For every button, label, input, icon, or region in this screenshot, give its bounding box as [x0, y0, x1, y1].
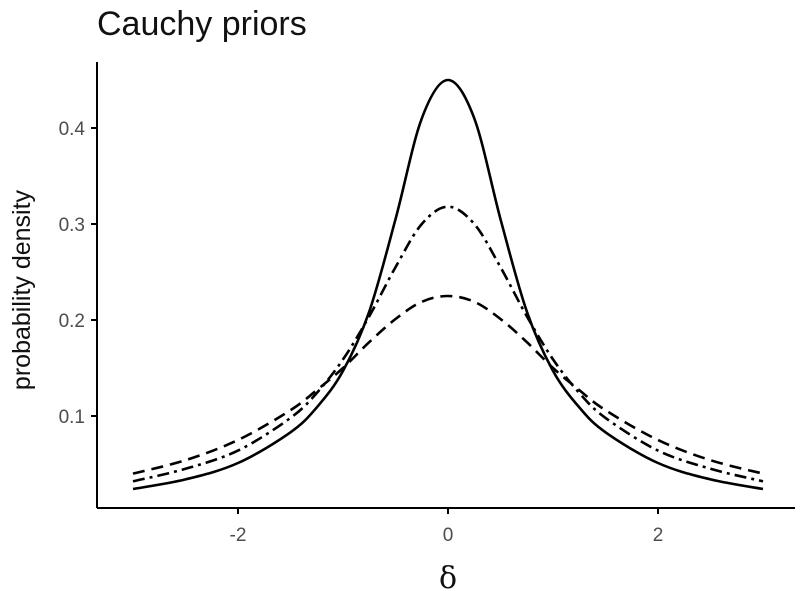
series-line-dashed	[132, 294, 764, 475]
series-line-solid	[132, 78, 764, 491]
chart-title: Cauchy priors	[97, 5, 307, 43]
x-tick-label: 2	[653, 525, 664, 546]
y-axis-label: probability density	[8, 189, 36, 390]
y-tick-label: 0.1	[59, 407, 85, 428]
y-tick-label: 0.2	[59, 311, 85, 332]
x-tick-label: -2	[230, 525, 247, 546]
y-axis-ticks: 0.1 0.2 0.3 0.4	[59, 119, 97, 428]
y-tick-label: 0.4	[59, 119, 86, 140]
x-axis-ticks: -2 0 2	[230, 508, 664, 546]
series-line-dashdot	[132, 205, 764, 483]
y-tick-label: 0.3	[59, 215, 85, 236]
x-tick-label: 0	[443, 525, 454, 546]
plot-area	[132, 78, 764, 491]
x-axis-label: δ	[439, 561, 457, 591]
